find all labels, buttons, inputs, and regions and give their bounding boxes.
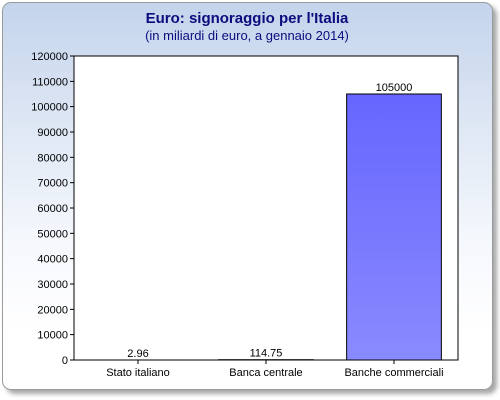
bar-chart: Euro: signoraggio per l'Italia (in milia… <box>31 10 459 379</box>
x-tick-label: Stato italiano <box>106 367 170 379</box>
x-axis: Stato italiano Banca centrale Banche comme… <box>106 360 444 379</box>
y-tick-label: 40000 <box>37 254 68 266</box>
y-tick-label: 0 <box>62 355 68 367</box>
y-tick-label: 10000 <box>37 330 68 342</box>
y-tick-label: 110000 <box>32 76 68 88</box>
y-tick-label: 100000 <box>31 102 68 114</box>
data-label: 114.75 <box>250 348 283 360</box>
data-label: 105000 <box>376 82 413 94</box>
chart-frame: Euro: signoraggio per l'Italia (in milia… <box>2 2 493 390</box>
chart-title: Euro: signoraggio per l'Italia <box>146 10 349 27</box>
y-tick-label: 50000 <box>37 228 68 240</box>
y-tick-label: 80000 <box>37 152 68 164</box>
x-tick-label: Banca centrale <box>229 367 302 379</box>
chart-subtitle: (in miliardi di euro, a gennaio 2014) <box>145 28 349 43</box>
y-tick-label: 120000 <box>31 51 68 63</box>
y-axis: 0 10000 20000 30000 40000 50000 60000 70000 8000… <box>31 51 74 367</box>
y-tick-label: 90000 <box>37 127 68 139</box>
bar <box>346 93 442 361</box>
y-tick-label: 60000 <box>37 203 68 215</box>
x-tick-label: Banche commerciali <box>344 367 443 379</box>
data-label: 2.96 <box>127 348 148 360</box>
y-tick-label: 70000 <box>37 178 68 190</box>
y-tick-label: 20000 <box>37 304 68 316</box>
bars: 2.96 114.75 105000 <box>90 82 442 361</box>
y-tick-label: 30000 <box>37 279 68 291</box>
